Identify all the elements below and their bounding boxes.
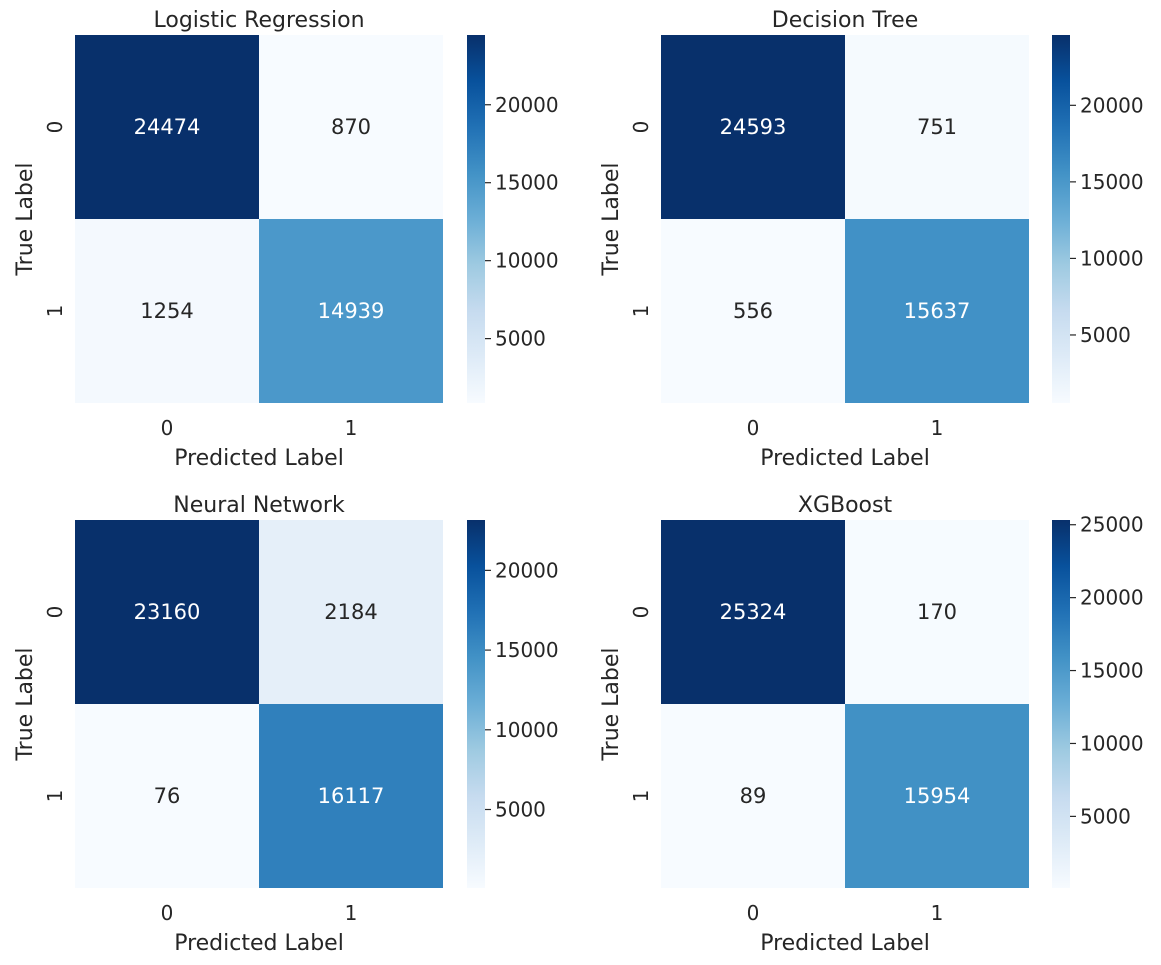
y-tick-label: 0	[43, 121, 67, 134]
cell-value-label: 25324	[720, 600, 787, 624]
heatmap-cell-1-0	[75, 704, 259, 888]
colorbar-tick-label: 5000	[495, 798, 546, 822]
x-tick-label: 1	[931, 901, 944, 925]
colorbar-tick-label: 20000	[1080, 93, 1144, 117]
cell-value-label: 76	[154, 784, 181, 808]
cell-value-label: 170	[917, 600, 957, 624]
colorbar-tick-label: 20000	[1080, 586, 1144, 610]
heatmap-cell-1-1	[259, 219, 443, 403]
heatmap-cell-0-0	[661, 35, 845, 219]
x-axis-label: Predicted Label	[760, 446, 930, 471]
colorbar-tick-label: 15000	[495, 171, 559, 195]
cell-value-label: 14939	[318, 299, 385, 323]
heatmap-cell-1-1	[259, 704, 443, 888]
heatmap-cell-1-0	[75, 219, 259, 403]
y-tick-label: 0	[629, 121, 653, 134]
x-axis-label: Predicted Label	[760, 931, 930, 956]
colorbar-tick-label: 15000	[1080, 659, 1144, 683]
cell-value-label: 15637	[904, 299, 971, 323]
heatmap-cell-0-1	[259, 35, 443, 219]
cell-value-label: 23160	[134, 600, 201, 624]
colorbar-tick-label: 5000	[1080, 323, 1131, 347]
heatmap-cell-1-1	[845, 219, 1029, 403]
colorbar-tick-label: 10000	[495, 249, 559, 273]
heatmap-cell-1-0	[661, 704, 845, 888]
chart-title: Decision Tree	[772, 8, 919, 33]
x-tick-label: 1	[345, 416, 358, 440]
colorbar-tick-label: 10000	[495, 718, 559, 742]
chart-title: Logistic Regression	[153, 8, 364, 33]
cell-value-label: 751	[917, 115, 957, 139]
heatmap-cell-0-1	[845, 520, 1029, 704]
y-axis-label: True Label	[13, 162, 38, 276]
heatmap-cell-0-0	[661, 520, 845, 704]
heatmap-cell-1-1	[845, 704, 1029, 888]
x-axis-label: Predicted Label	[174, 931, 344, 956]
x-tick-label: 0	[161, 901, 174, 925]
chart-title: Neural Network	[173, 493, 345, 518]
cell-value-label: 870	[331, 115, 371, 139]
cell-value-label: 15954	[904, 784, 971, 808]
colorbar-tick-label: 10000	[1080, 731, 1144, 755]
y-tick-label: 1	[43, 790, 67, 803]
colorbar-tick-label: 25000	[1080, 513, 1144, 537]
cell-value-label: 1254	[140, 299, 193, 323]
y-tick-label: 1	[629, 305, 653, 318]
y-axis-label: True Label	[599, 647, 624, 761]
cell-value-label: 556	[733, 299, 773, 323]
y-tick-label: 0	[43, 606, 67, 619]
colorbar-tick-label: 15000	[1080, 170, 1144, 194]
x-axis-label: Predicted Label	[174, 446, 344, 471]
colorbar-tick-label: 15000	[495, 638, 559, 662]
heatmap-cell-1-0	[661, 219, 845, 403]
heatmap-panel-0: Logistic Regression 24474 870 1254 14939 0 1 0 1…	[13, 8, 559, 471]
x-tick-label: 0	[747, 416, 760, 440]
y-tick-label: 1	[43, 305, 67, 318]
x-tick-label: 0	[747, 901, 760, 925]
heatmap-cell-0-0	[75, 520, 259, 704]
cell-value-label: 24593	[720, 115, 787, 139]
cell-value-label: 16117	[318, 784, 385, 808]
y-axis-label: True Label	[599, 162, 624, 276]
cell-value-label: 2184	[324, 600, 377, 624]
heatmap-cell-0-1	[845, 35, 1029, 219]
x-tick-label: 1	[931, 416, 944, 440]
colorbar-tick-label: 5000	[495, 327, 546, 351]
x-tick-label: 0	[161, 416, 174, 440]
chart-title: XGBoost	[798, 493, 893, 518]
colorbar-tick-label: 5000	[1080, 804, 1131, 828]
colorbar	[1052, 35, 1070, 403]
colorbar	[1052, 520, 1070, 888]
heatmap-cell-0-0	[75, 35, 259, 219]
cell-value-label: 89	[740, 784, 767, 808]
y-axis-label: True Label	[13, 647, 38, 761]
y-tick-label: 0	[629, 606, 653, 619]
colorbar-tick-label: 20000	[495, 558, 559, 582]
colorbar	[467, 35, 485, 403]
cell-value-label: 24474	[134, 115, 201, 139]
colorbar-tick-label: 10000	[1080, 246, 1144, 270]
y-tick-label: 1	[629, 790, 653, 803]
heatmap-cell-0-1	[259, 520, 443, 704]
colorbar	[467, 520, 485, 888]
x-tick-label: 1	[345, 901, 358, 925]
colorbar-tick-label: 20000	[495, 93, 559, 117]
